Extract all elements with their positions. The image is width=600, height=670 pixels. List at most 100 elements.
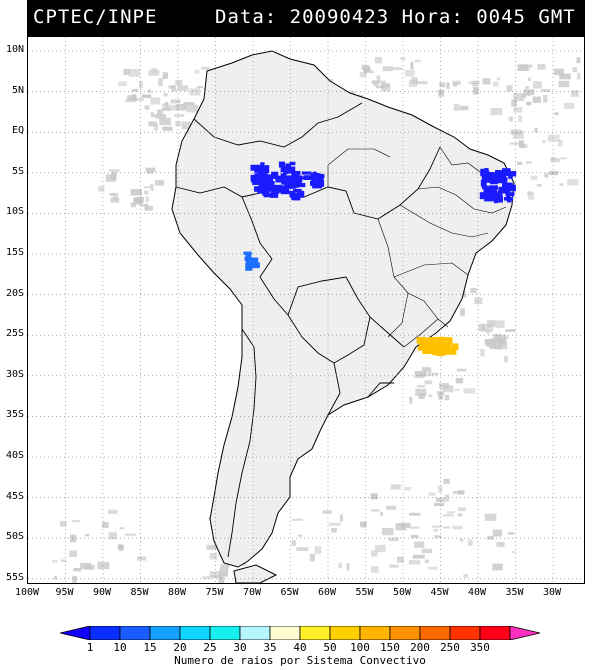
lightning-system-south-brazil bbox=[435, 340, 443, 345]
cloud-speck bbox=[493, 339, 503, 346]
map-canvas bbox=[28, 37, 584, 583]
cloud-speck bbox=[220, 564, 230, 570]
cloud-speck bbox=[146, 171, 153, 174]
colorbar-label: 10 bbox=[113, 641, 127, 654]
cloud-speck bbox=[518, 115, 522, 123]
cloud-speck bbox=[388, 537, 399, 542]
lightning-system-amazon bbox=[289, 166, 296, 173]
cloud-speck bbox=[532, 96, 542, 103]
cloud-speck bbox=[463, 388, 476, 394]
cloud-speck bbox=[309, 553, 315, 562]
lightning-system-south-brazil bbox=[451, 343, 459, 351]
cloud-speck bbox=[502, 339, 507, 345]
cloud-speck bbox=[572, 67, 578, 73]
lon-label: 75W bbox=[205, 587, 224, 598]
cloud-speck bbox=[470, 287, 477, 294]
lightning-system-northeast bbox=[479, 192, 489, 200]
cloud-speck bbox=[145, 167, 156, 173]
cloud-speck bbox=[370, 493, 378, 500]
lightning-system-amazon bbox=[262, 190, 270, 196]
colorbar-swatch bbox=[509, 626, 540, 640]
cloud-speck bbox=[108, 532, 117, 540]
lightning-system-northeast bbox=[499, 174, 507, 181]
lat-label: 40S bbox=[5, 450, 24, 461]
cloud-speck bbox=[69, 550, 78, 558]
lat-label: 10S bbox=[5, 206, 24, 218]
cloud-speck bbox=[453, 103, 460, 111]
cloud-speck bbox=[457, 490, 465, 495]
lat-label: 50S bbox=[5, 531, 24, 543]
cloud-speck bbox=[85, 564, 95, 570]
lightning-system-south-brazil bbox=[432, 344, 442, 349]
cloud-speck bbox=[423, 369, 427, 377]
cloud-speck bbox=[496, 77, 501, 81]
cloud-speck bbox=[175, 79, 183, 85]
cloud-speck bbox=[209, 552, 218, 560]
cloud-speck bbox=[486, 342, 495, 347]
cloud-speck bbox=[438, 89, 444, 97]
cloud-speck bbox=[492, 81, 499, 87]
cloud-speck bbox=[532, 81, 542, 89]
cloud-speck bbox=[522, 94, 527, 99]
lightning-system-amazon bbox=[258, 179, 268, 186]
cloud-speck bbox=[454, 388, 460, 391]
cloud-speck bbox=[370, 566, 379, 573]
colorbar-swatch bbox=[419, 626, 451, 640]
cloud-speck bbox=[364, 70, 375, 74]
cloud-speck bbox=[507, 532, 515, 535]
cloud-speck bbox=[511, 99, 517, 107]
lon-label: 60W bbox=[317, 587, 337, 598]
cloud-speck bbox=[434, 535, 442, 538]
cloud-speck bbox=[98, 186, 105, 192]
datetime-label: Data: 20090423 Hora: 0045 GMT bbox=[215, 6, 576, 28]
colorbar-label: 15 bbox=[143, 641, 157, 654]
cloud-speck bbox=[446, 511, 455, 514]
cloud-speck bbox=[209, 571, 221, 578]
cloud-speck bbox=[131, 88, 138, 92]
cloud-speck bbox=[503, 355, 509, 363]
cloud-speck bbox=[381, 84, 391, 92]
cloud-speck bbox=[73, 568, 82, 572]
cloud-speck bbox=[322, 510, 332, 514]
colorbar-caption: Numero de raios por Sistema Convectivo bbox=[174, 654, 426, 667]
cloud-speck bbox=[544, 173, 549, 178]
cloud-speck bbox=[509, 142, 522, 145]
cloud-speck bbox=[375, 544, 386, 553]
cloud-speck bbox=[468, 81, 478, 85]
cloud-speck bbox=[350, 90, 356, 95]
lat-label: 15S bbox=[5, 247, 24, 258]
lightning-system-amazon bbox=[284, 186, 290, 194]
colorbar-label: 100 bbox=[350, 641, 370, 654]
cloud-speck bbox=[484, 513, 497, 521]
lightning-system-south-brazil bbox=[446, 348, 455, 353]
cloud-speck bbox=[147, 89, 152, 93]
lightning-system-northeast bbox=[491, 193, 499, 202]
cloud-speck bbox=[400, 57, 406, 61]
cloud-speck bbox=[177, 85, 189, 91]
lightning-system-northeast bbox=[488, 188, 498, 193]
cloud-speck bbox=[472, 86, 479, 95]
colorbar-label: 150 bbox=[380, 641, 400, 654]
cloud-speck bbox=[559, 157, 567, 160]
lon-label: 35W bbox=[505, 587, 524, 598]
cloud-speck bbox=[446, 82, 450, 89]
lightning-system-amazon bbox=[274, 184, 282, 190]
colorbar-label: 20 bbox=[173, 641, 187, 654]
lightning-system-south-brazil bbox=[427, 343, 434, 351]
lightning-system-amazon bbox=[292, 193, 301, 201]
lightning-system-amazon bbox=[291, 171, 298, 175]
cloud-speck bbox=[428, 394, 433, 397]
cloud-speck bbox=[382, 527, 394, 536]
cloud-speck bbox=[111, 171, 117, 180]
cloud-speck bbox=[171, 85, 177, 92]
cloud-speck bbox=[134, 196, 144, 203]
cloud-speck bbox=[405, 69, 415, 77]
cloud-speck bbox=[84, 534, 90, 537]
lon-label: 65W bbox=[280, 587, 299, 598]
cloud-speck bbox=[196, 86, 204, 89]
lon-label: 80W bbox=[167, 587, 187, 598]
lightning-system-amazon bbox=[287, 175, 296, 180]
lightning-system-northeast bbox=[483, 185, 488, 193]
cloud-speck bbox=[151, 67, 158, 73]
colorbar-label: 350 bbox=[470, 641, 490, 654]
